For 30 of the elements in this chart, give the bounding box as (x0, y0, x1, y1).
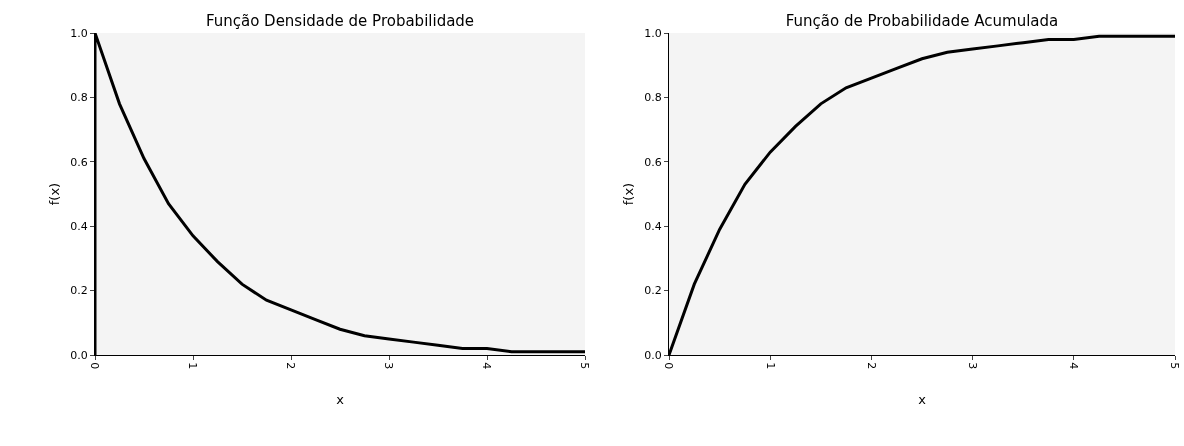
x-tick-label: 1 (763, 362, 777, 370)
x-tick-label: 4 (480, 362, 494, 370)
y-tick-label: 0.8 (644, 91, 662, 105)
x-tick-label: 3 (966, 362, 980, 370)
x-tick-label: 0 (88, 362, 102, 370)
y-axis-title: f(x) (621, 182, 636, 206)
x-tick-label: 2 (284, 362, 298, 370)
y-tick-label: 0.4 (644, 220, 662, 234)
y-tick-label: 0.2 (70, 284, 88, 298)
y-tick-label: 0.6 (644, 155, 662, 169)
y-tick-label: 1.0 (70, 26, 88, 40)
y-tick-label: 0.2 (644, 284, 662, 298)
y-tick-label: 0.0 (644, 348, 662, 362)
x-tick-label: 0 (662, 362, 676, 370)
x-axis-title: x (918, 392, 927, 407)
y-axis-title: f(x) (47, 182, 62, 206)
y-tick-label: 0.4 (70, 220, 88, 234)
y-tick-label: 0.8 (70, 91, 88, 105)
x-tick-label: 1 (186, 362, 200, 370)
x-tick-label: 5 (578, 362, 592, 370)
y-tick-label: 0.0 (70, 348, 88, 362)
y-tick-label: 0.6 (70, 155, 88, 169)
y-tick-label: 1.0 (644, 26, 662, 40)
x-axis-title: x (336, 392, 345, 407)
chart-title: Função Densidade de Probabilidade (205, 12, 475, 31)
x-tick-label: 2 (864, 362, 878, 370)
x-tick-label: 4 (1067, 362, 1081, 370)
x-tick-label: 3 (382, 362, 396, 370)
chart-title: Função de Probabilidade Acumulada (785, 12, 1059, 31)
x-tick-label: 5 (1168, 362, 1182, 370)
